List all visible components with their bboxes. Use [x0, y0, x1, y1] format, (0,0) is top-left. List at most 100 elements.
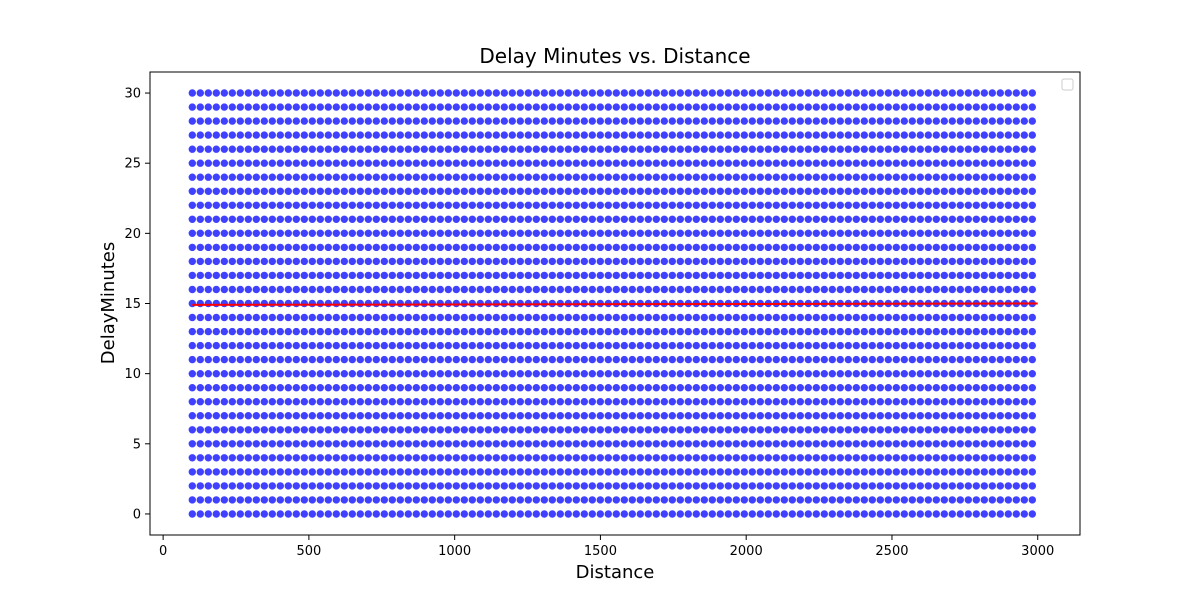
- scatter-point: [507, 425, 517, 435]
- scatter-point: [291, 243, 301, 252]
- scatter-point: [236, 327, 245, 336]
- scatter-point: [515, 495, 525, 505]
- scatter-point: [883, 481, 893, 491]
- scatter-point: [603, 495, 613, 505]
- scatter-point: [739, 116, 749, 126]
- scatter-point: [491, 285, 501, 294]
- scatter-point: [923, 257, 933, 266]
- scatter-point: [659, 313, 669, 322]
- scatter-point: [619, 187, 629, 196]
- x-tick-label: 2500: [875, 544, 908, 559]
- scatter-point: [451, 144, 461, 154]
- scatter-point: [531, 355, 541, 364]
- scatter-point: [939, 215, 949, 224]
- scatter-point: [923, 271, 933, 280]
- scatter-point: [547, 355, 557, 364]
- scatter-point: [939, 411, 949, 421]
- scatter-point: [1003, 229, 1013, 238]
- scatter-point: [995, 411, 1005, 421]
- scatter-point: [283, 257, 293, 266]
- scatter-point: [571, 130, 581, 140]
- scatter-point: [275, 439, 285, 449]
- scatter-point: [491, 313, 501, 322]
- scatter-point: [427, 383, 437, 393]
- scatter-point: [659, 397, 669, 407]
- scatter-point: [955, 88, 965, 98]
- scatter-point: [915, 130, 925, 140]
- scatter-point: [755, 439, 765, 449]
- scatter-point: [371, 285, 381, 294]
- scatter-point: [315, 102, 325, 112]
- scatter-point: [267, 327, 277, 336]
- scatter-point: [307, 355, 317, 364]
- scatter-point: [899, 509, 909, 519]
- scatter-point: [251, 299, 261, 308]
- scatter-point: [899, 144, 909, 154]
- scatter-point: [355, 144, 365, 154]
- scatter-point: [307, 411, 317, 421]
- scatter-point: [379, 397, 389, 407]
- scatter-point: [907, 327, 917, 336]
- scatter-point: [371, 383, 381, 393]
- scatter-point: [891, 397, 901, 407]
- scatter-point: [515, 313, 525, 322]
- scatter-point: [467, 285, 477, 294]
- scatter-point: [987, 411, 997, 421]
- scatter-point: [723, 509, 733, 519]
- scatter-point: [547, 158, 557, 168]
- scatter-point: [731, 313, 741, 322]
- scatter-point: [499, 369, 509, 379]
- scatter-point: [931, 187, 941, 196]
- scatter-point: [475, 271, 485, 280]
- scatter-point: [979, 102, 989, 112]
- scatter-point: [571, 383, 581, 393]
- scatter-point: [979, 215, 989, 224]
- scatter-point: [955, 243, 965, 252]
- scatter-point: [595, 411, 605, 421]
- scatter-point: [827, 495, 837, 505]
- scatter-point: [363, 187, 373, 196]
- scatter-point: [563, 439, 573, 449]
- scatter-point: [547, 327, 557, 336]
- scatter-point: [763, 397, 773, 407]
- scatter-point: [291, 172, 301, 182]
- scatter-point: [363, 257, 373, 266]
- scatter-point: [851, 425, 861, 435]
- scatter-point: [563, 425, 573, 435]
- scatter-point: [387, 397, 397, 407]
- scatter-point: [675, 481, 685, 491]
- scatter-point: [291, 397, 301, 407]
- scatter-point: [651, 313, 661, 322]
- scatter-point: [667, 243, 677, 252]
- scatter-point: [691, 495, 701, 505]
- scatter-point: [220, 116, 229, 126]
- scatter-point: [236, 285, 245, 294]
- scatter-point: [523, 158, 533, 168]
- scatter-point: [267, 215, 277, 224]
- scatter-point: [979, 327, 989, 336]
- scatter-point: [987, 369, 997, 379]
- scatter-point: [523, 144, 533, 154]
- scatter-point: [955, 411, 965, 421]
- scatter-point: [771, 243, 781, 252]
- scatter-point: [835, 313, 845, 322]
- scatter-point: [523, 327, 533, 336]
- scatter-point: [859, 102, 869, 112]
- scatter-point: [883, 201, 893, 210]
- scatter-point: [411, 481, 421, 491]
- scatter-point: [851, 172, 861, 182]
- scatter-point: [907, 495, 917, 505]
- scatter-point: [475, 144, 485, 154]
- scatter-point: [267, 439, 277, 449]
- scatter-point: [563, 88, 573, 98]
- scatter-point: [339, 229, 349, 238]
- scatter-point: [795, 509, 805, 519]
- scatter-point: [771, 425, 781, 435]
- scatter-point: [803, 229, 813, 238]
- scatter-point: [899, 453, 909, 463]
- scatter-point: [483, 369, 493, 379]
- scatter-point: [723, 215, 733, 224]
- scatter-point: [995, 509, 1005, 519]
- scatter-point: [491, 425, 501, 435]
- scatter-point: [467, 130, 477, 140]
